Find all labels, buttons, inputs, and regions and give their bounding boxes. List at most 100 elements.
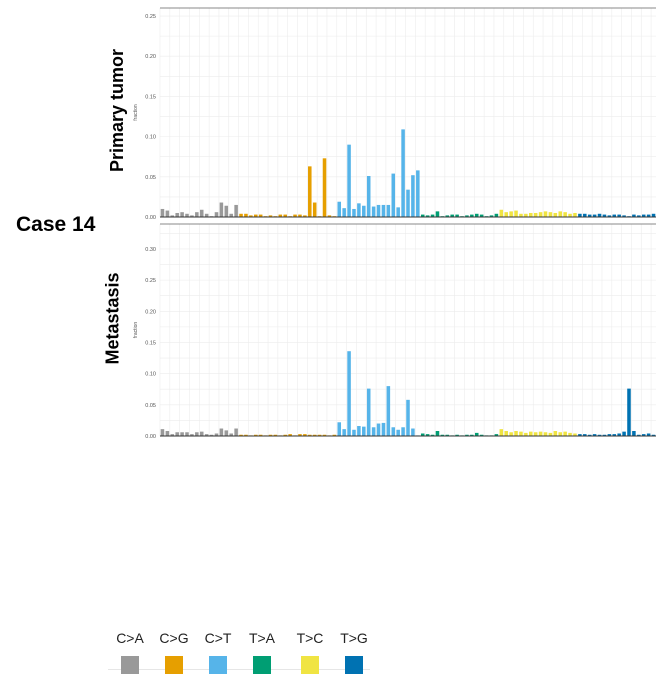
bar <box>578 213 582 217</box>
bar <box>371 427 376 436</box>
y-axis-label: fraction <box>133 322 139 339</box>
bar <box>396 429 400 436</box>
bar <box>514 210 518 217</box>
bar <box>578 434 582 436</box>
bar <box>396 207 400 217</box>
y-tick-label: 0.20 <box>145 54 156 60</box>
bar <box>406 399 410 436</box>
bar <box>592 214 597 217</box>
bar <box>195 212 199 217</box>
bar <box>199 431 204 436</box>
bar <box>529 431 533 436</box>
bar <box>573 212 577 217</box>
bar <box>322 158 327 217</box>
bar <box>185 432 189 436</box>
bar <box>303 434 307 436</box>
y-tick-label: 0.15 <box>145 94 156 100</box>
bar <box>538 431 543 436</box>
y-tick-label: 0.30 <box>145 247 156 253</box>
bar <box>543 211 548 217</box>
bar <box>533 432 538 436</box>
bar <box>386 386 391 436</box>
bar <box>347 351 351 436</box>
bar <box>283 434 287 436</box>
bar <box>322 434 327 436</box>
bar <box>420 433 425 436</box>
bar <box>234 204 238 217</box>
bar <box>312 202 317 217</box>
bar <box>268 434 273 436</box>
bar <box>337 422 342 436</box>
bar <box>612 214 617 217</box>
bar <box>224 205 229 217</box>
legend-item-ta: T>A <box>240 630 284 674</box>
bar <box>347 144 351 217</box>
bar <box>253 434 258 436</box>
bar <box>597 213 602 217</box>
bar <box>258 434 263 436</box>
bar <box>455 434 459 436</box>
bar <box>327 215 332 217</box>
legend-swatch <box>209 656 227 674</box>
y-tick-label: 0.00 <box>145 434 156 440</box>
bar <box>317 434 322 436</box>
legend-label: C>G <box>159 630 189 646</box>
y-tick-label: 0.15 <box>145 340 156 346</box>
bar <box>357 203 361 217</box>
bar <box>430 214 435 217</box>
bar <box>249 215 253 217</box>
bar <box>651 213 656 217</box>
bar <box>308 434 312 436</box>
bar <box>244 213 248 217</box>
bar <box>214 212 219 217</box>
bar <box>435 211 440 217</box>
bar <box>337 201 342 217</box>
bar <box>229 433 233 436</box>
bar <box>641 214 646 217</box>
bar <box>362 426 366 436</box>
bar <box>597 434 602 436</box>
bar <box>180 432 184 436</box>
bar <box>470 434 474 436</box>
bar <box>465 434 469 436</box>
bar <box>445 215 450 217</box>
bar <box>332 434 337 436</box>
legend-baseline <box>108 669 370 670</box>
bar <box>479 434 484 436</box>
bar <box>529 212 533 217</box>
y-tick-label: 0.20 <box>145 309 156 315</box>
bar <box>435 431 440 436</box>
bar <box>406 189 410 217</box>
bar <box>160 429 165 436</box>
bar <box>239 434 243 436</box>
bar <box>268 215 273 217</box>
legend-label: C>A <box>116 630 144 646</box>
bar <box>489 215 494 217</box>
bar <box>583 434 587 436</box>
bar <box>352 208 356 217</box>
bar <box>509 211 513 217</box>
bar <box>548 212 553 217</box>
bar <box>573 433 577 436</box>
y-tick-label: 0.25 <box>145 278 156 284</box>
bar <box>204 434 209 436</box>
bar <box>298 214 302 217</box>
bar <box>509 432 513 436</box>
panel-1: 0.00 0.05 0.10 0.15 0.20 0.25 0.30 fraction <box>133 223 656 440</box>
bar <box>420 214 425 217</box>
bar <box>455 214 459 217</box>
bar <box>445 434 450 436</box>
legend-swatch <box>301 656 319 674</box>
panel-0: 0.00 0.05 0.10 0.15 0.20 0.25 fraction <box>133 7 656 221</box>
bar <box>253 214 258 217</box>
bar <box>342 429 346 436</box>
bar <box>607 434 612 436</box>
bar <box>312 434 317 436</box>
y-tick-label: 0.10 <box>145 372 156 378</box>
legend-label: T>A <box>248 630 276 646</box>
bar <box>376 204 381 217</box>
bar <box>519 431 523 436</box>
bar <box>303 215 307 217</box>
bar <box>234 428 238 436</box>
bar <box>199 209 204 217</box>
